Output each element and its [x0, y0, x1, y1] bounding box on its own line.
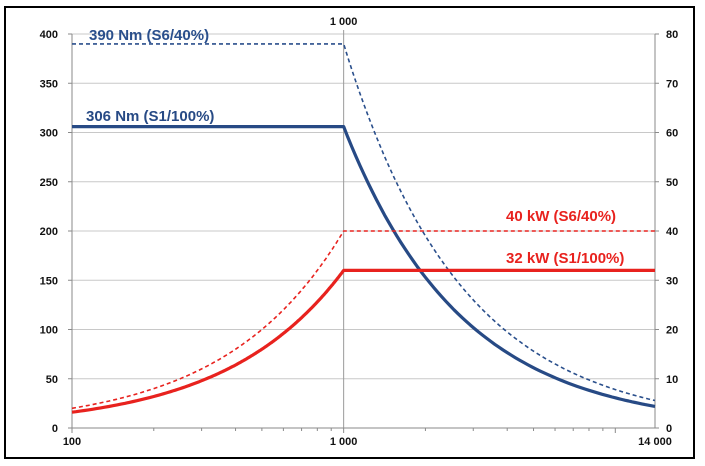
top-marker-label: 1 000	[330, 16, 358, 28]
annotation-390nm: 390 Nm (S6/40%)	[89, 27, 209, 44]
y-tick-right: 40	[666, 226, 678, 238]
y-tick-left: 0	[52, 423, 58, 435]
x-tick: 1 000	[330, 436, 358, 448]
y-tick-left: 400	[40, 29, 58, 41]
series-line-3	[71, 268, 655, 414]
y-tick-right: 70	[666, 78, 678, 90]
y-tick-left: 100	[40, 325, 58, 337]
x-tick: 14 000	[638, 436, 672, 448]
y-tick-right: 60	[666, 128, 678, 140]
y-tick-right: 0	[666, 423, 672, 435]
annotations: 390 Nm (S6/40%) 306 Nm (S1/100%) 40 kW (…	[86, 27, 624, 267]
y-tick-left: 50	[46, 374, 58, 386]
axes	[68, 33, 659, 433]
x-tick: 100	[63, 436, 81, 448]
y-tick-left: 200	[40, 226, 58, 238]
y-tick-left: 350	[40, 78, 58, 90]
y-tick-right: 20	[666, 325, 678, 337]
y-tick-right: 30	[666, 275, 678, 287]
annotation-306nm: 306 Nm (S1/100%)	[86, 108, 214, 125]
series-line-1	[72, 125, 656, 408]
y-tick-right: 50	[666, 177, 678, 189]
series-lines	[71, 43, 656, 414]
y-tick-right: 80	[666, 29, 678, 41]
annotation-32kw: 32 kW (S1/100%)	[506, 250, 624, 267]
grid	[72, 30, 655, 428]
tick-labels: 0 50 100 150 200 250 300 350 400 0 10 20 30 40 50 60 70 8…	[40, 16, 679, 448]
series-line-0	[72, 43, 656, 402]
annotation-40kw: 40 kW (S6/40%)	[506, 208, 616, 225]
y-tick-left: 150	[40, 275, 58, 287]
chart-frame	[4, 6, 695, 459]
y-tick-right: 10	[666, 374, 678, 386]
y-tick-left: 250	[40, 177, 58, 189]
y-tick-left: 300	[40, 128, 58, 140]
